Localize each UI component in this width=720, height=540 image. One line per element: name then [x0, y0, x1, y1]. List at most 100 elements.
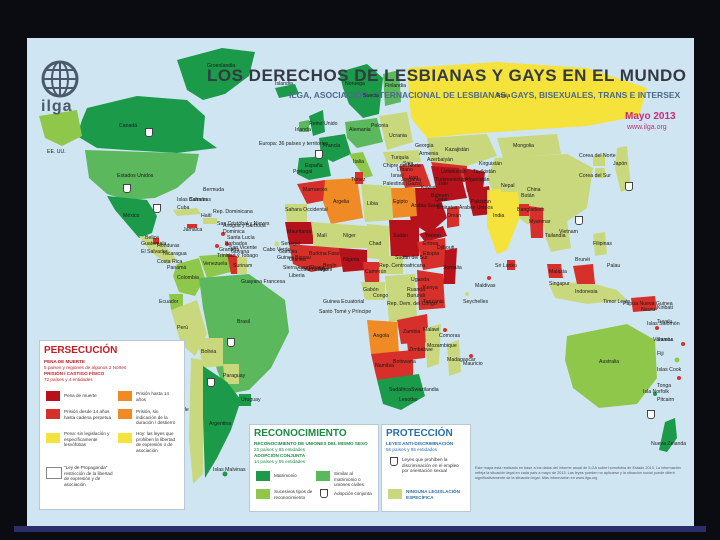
region-kazakhstan — [427, 134, 497, 166]
country-label: Rep. Dominicana — [213, 209, 253, 215]
country-label: Finlandia — [385, 83, 407, 89]
country-label: Noruega — [345, 81, 365, 87]
country-label: Georgia — [415, 143, 434, 149]
country-label: Santo Tomé y Príncipe — [319, 309, 372, 315]
region-indonesia — [549, 282, 627, 304]
region-chile — [189, 358, 203, 484]
country-label: Portugal — [293, 169, 313, 175]
recognition-title: RECONOCIMIENTO — [254, 428, 347, 439]
alaska-callout: EE. UU. — [47, 149, 66, 155]
country-label: Bolivia — [201, 349, 217, 355]
region-fiji — [674, 357, 680, 363]
country-label: Líbano — [397, 167, 413, 173]
legend-item-speech-laws: Hoy: las leyes que prohiben la libertad … — [136, 431, 176, 453]
region-gabon-congo — [361, 282, 385, 300]
region-argentina — [203, 366, 241, 478]
recognition-sub4: 14 países y 65 entidades — [254, 459, 306, 464]
country-label: Burkina Faso — [309, 251, 340, 257]
country-label: Nepal — [501, 183, 515, 189]
country-label: Turkmenistán — [435, 177, 467, 183]
swatch-propaganda-law — [46, 467, 62, 479]
adoption-shield-icon — [320, 489, 328, 498]
country-label: Gabón — [363, 287, 379, 293]
protection-shield-icon — [625, 182, 633, 191]
region-usa — [85, 150, 199, 200]
region-mauritius — [469, 354, 473, 358]
legend-item-death-penalty: Pena de muerte — [64, 393, 97, 398]
country-label: Bermuda — [203, 187, 225, 193]
region-central-african-rep — [379, 256, 403, 274]
country-label: Seychelles — [463, 299, 489, 305]
region-maldives — [487, 276, 491, 280]
protection-shield-icon — [647, 410, 655, 419]
country-label: Pakistán — [471, 199, 491, 205]
slide-accent-bar — [14, 526, 706, 532]
country-label: Qatar — [435, 197, 448, 203]
country-label: Afganistán — [465, 177, 490, 183]
swatch-civil-unions — [316, 471, 330, 481]
map-date: Mayo 2013 — [625, 111, 676, 122]
country-label: Timor Leste — [603, 299, 631, 305]
country-label: Uruguay — [241, 397, 261, 403]
region-nigeria — [339, 248, 367, 272]
country-label: Ruanda — [407, 287, 426, 293]
ilga-globe-icon — [41, 60, 79, 98]
country-label: Francia — [323, 143, 341, 149]
legend-persecution: PERSECUCIÓN PENA DE MUERTE 5 países y re… — [39, 340, 185, 510]
region-iberia — [297, 156, 331, 180]
country-label: Kazajistán — [445, 147, 469, 153]
country-label: España — [305, 163, 323, 169]
country-label: San Vicente — [229, 245, 257, 251]
country-label: Palau — [607, 263, 621, 269]
country-label: Liberia — [289, 273, 305, 279]
region-india — [487, 188, 521, 254]
country-label: Samoa — [657, 337, 674, 343]
region-australia — [565, 324, 657, 408]
country-label: Haití — [201, 213, 212, 219]
country-label: Emiratos Árabes Unidos — [437, 205, 493, 211]
country-label: Argelia — [333, 199, 350, 205]
country-label: Chad — [369, 241, 382, 247]
region-ireland — [299, 120, 309, 132]
country-label: Kirguistán — [479, 161, 503, 167]
region-hispaniola — [203, 218, 217, 224]
swatch-prison-up-to-14 — [118, 391, 132, 401]
country-label: Reino Unido — [309, 121, 338, 127]
region-eritrea-ethiopia — [417, 238, 447, 270]
country-label: Burundi — [407, 293, 425, 299]
region-east-africa — [417, 270, 445, 310]
protection-shield-icon — [123, 184, 131, 193]
swatch-prohibitions — [46, 433, 60, 443]
country-label: Zimbabwe — [409, 347, 433, 353]
europe-callout: Europa: 36 países y territorios — [259, 141, 329, 147]
region-chad — [367, 224, 389, 260]
country-label: Egipto — [393, 199, 408, 205]
country-label: Filipinas — [593, 241, 613, 247]
region-comoros — [443, 328, 447, 332]
persecution-sub2: 5 países y regiones de algunos 2 Nortes — [44, 365, 127, 370]
region-north-korea — [593, 154, 605, 166]
country-label: Iraq — [409, 175, 418, 181]
legend-item-antidiscrimination: Leyes que prohíben la discriminación en … — [402, 457, 459, 473]
region-eastern-europe — [379, 112, 413, 150]
world-map — [39, 48, 685, 484]
legend-protection: PROTECCIÓN LEYES ANTI-DISCRIMINACIÓN 56 … — [381, 424, 471, 512]
country-label: Camerún — [365, 269, 387, 275]
country-label: Sri Lanka — [495, 263, 517, 269]
country-label: Islas Cook — [657, 367, 682, 373]
region-greenland — [177, 48, 255, 100]
region-paraguay — [223, 364, 239, 384]
country-label: Corea del Sur — [579, 173, 612, 179]
legend-item-other-recognition: Sucesivos tipos de reconocimiento — [274, 489, 313, 500]
region-somalia — [443, 248, 457, 284]
country-label: Swazilandia — [411, 387, 439, 393]
country-label: Granada — [219, 247, 240, 253]
country-label: Islas Salomón — [647, 321, 680, 327]
country-label: Botswana — [393, 359, 416, 365]
legend-item-propaganda-law: "Ley de Propaganda" restricción de la li… — [64, 465, 113, 487]
region-bolivia — [197, 338, 223, 368]
map-footnote: Este mapa está realizado en base a los d… — [475, 466, 681, 481]
country-label: Togo — [317, 267, 329, 273]
country-label: Paraguay — [223, 373, 246, 379]
region-niger — [339, 224, 367, 248]
